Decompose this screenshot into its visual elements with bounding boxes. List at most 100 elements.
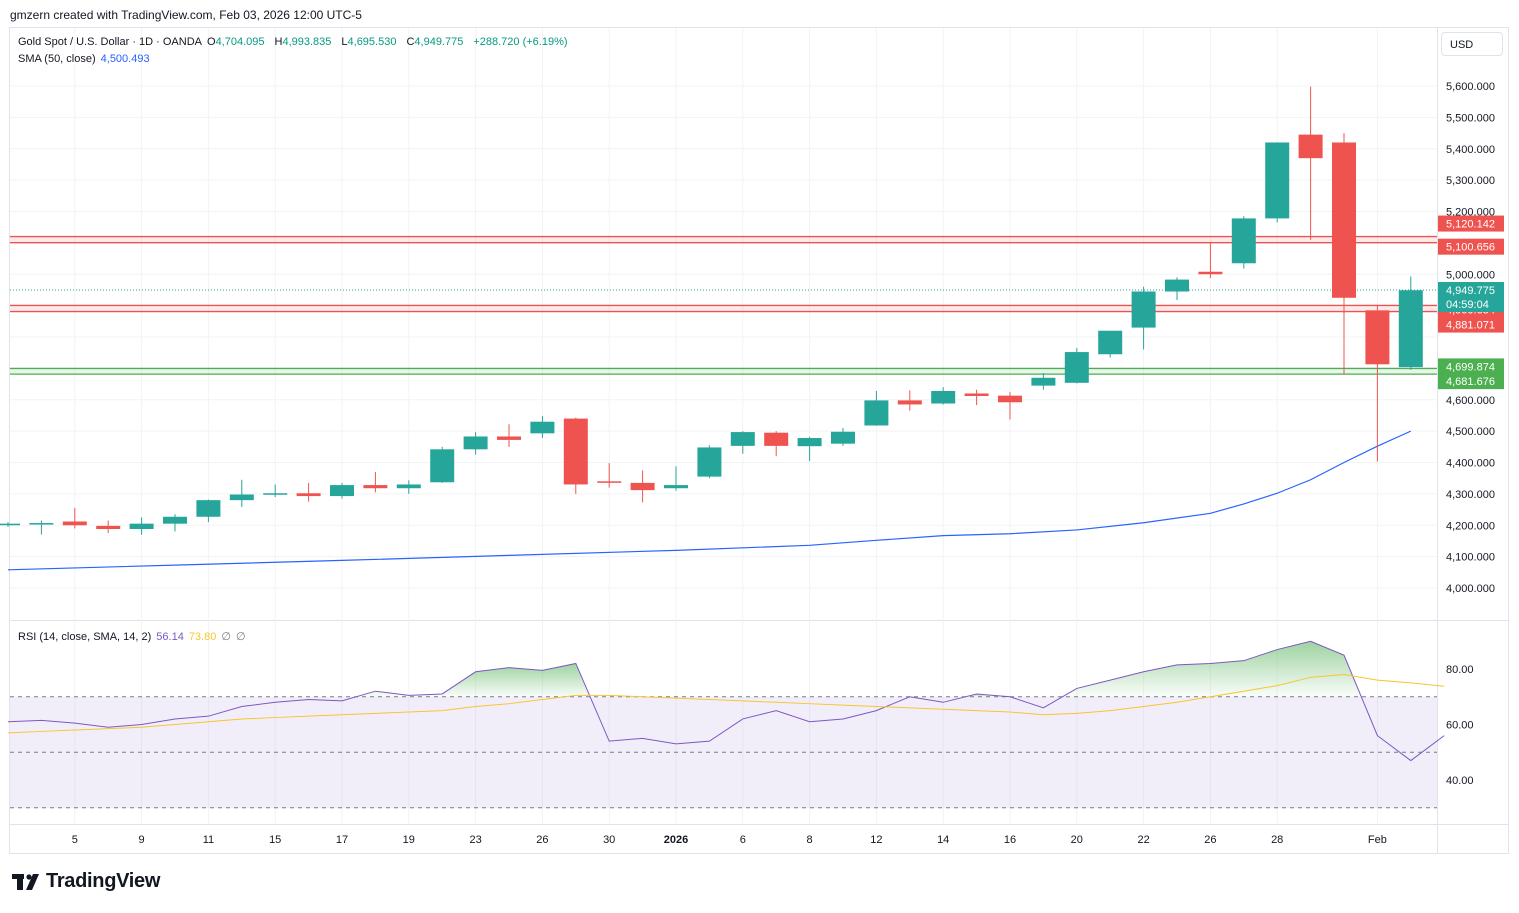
rsi-legend[interactable]: RSI (14, close, SMA, 14, 2) 56.14 73.80 ∅ ∅ [18,630,251,643]
currency-button[interactable]: USD [1441,32,1503,56]
ohlc-high: H4,993.835 [274,36,332,48]
sma-line [7,430,1412,571]
time-tick-label: 26 [1204,834,1216,846]
rsi-ma-value: 73.80 [188,631,217,643]
candle-body [998,395,1022,403]
candle-body [1398,290,1423,368]
candle-body [29,523,54,525]
candle-body [530,421,555,434]
candle-body [96,525,121,530]
level-label-bg [1438,358,1504,375]
time-tick-label: 14 [937,834,949,846]
price-tick-label: 4,100.000 [1446,552,1495,564]
rsi-extra-2: ∅ [235,631,246,643]
candle-body [797,438,822,447]
price-tick-label: 5,200.000 [1446,207,1495,219]
last-price-label-bg [1438,282,1504,313]
sma-value: 4,500.493 [100,53,150,65]
symbol-label[interactable]: Gold Spot / U.S. Dollar · 1D · OANDA [18,36,202,48]
level-label-bg [1438,238,1504,255]
rsi-overbought-fill [356,663,591,697]
candle-body [1131,291,1156,328]
candles [0,86,1423,535]
rsi-line [7,640,1445,762]
candle-body [196,500,221,517]
tradingview-brand[interactable]: TradingView [12,870,160,893]
level-zone [10,236,1437,243]
level-label-bg [1438,215,1504,232]
countdown-label: 04:59:04 [1446,299,1489,311]
candle-body [1265,142,1290,219]
candle-body [697,447,722,477]
time-tick-label: 26 [536,834,548,846]
candle-body [1165,279,1189,292]
ohlc-low: L4,695.530 [341,36,397,48]
price-legend: Gold Spot / U.S. Dollar · 1D · OANDA O4,7… [18,36,573,48]
candle-body [1231,218,1256,264]
time-tick-label: 5 [72,834,78,846]
candle-body [1198,271,1223,275]
candle-body [897,400,922,405]
level-zone [10,368,1437,375]
time-tick-label: 12 [870,834,882,846]
time-tick-label: 22 [1137,834,1149,846]
time-tick-label: 2026 [664,834,688,846]
brand-name: TradingView [46,870,161,892]
candle-body [497,436,521,440]
last-price-label: 4,949.775 [1446,285,1495,297]
candle-body [0,523,20,526]
candle-body [463,436,488,450]
time-tick-label: 19 [403,834,415,846]
candle-body [296,493,321,497]
level-label: 4,699.874 [1446,361,1495,373]
time-tick-label: 11 [203,834,214,846]
candle-body [1365,310,1390,365]
candle-body [1332,142,1356,298]
price-tick-label: 4,600.000 [1446,395,1495,407]
rsi-tick-label: 40.00 [1446,775,1474,787]
candle-body [630,482,655,491]
time-tick-label: 30 [603,834,615,846]
time-tick-label: 9 [139,834,145,846]
rsi-tick-label: 80.00 [1446,664,1474,676]
price-tick-label: 5,400.000 [1446,144,1495,156]
candle-body [330,485,354,497]
candle-body [1298,134,1323,159]
candle-body [1064,352,1089,383]
ohlc-open: O4,704.095 [207,36,265,48]
rsi-extra-1: ∅ [221,631,231,643]
candle-body [730,432,755,446]
sma-legend[interactable]: SMA (50, close) 4,500.493 [18,53,155,65]
level-label: 5,120.142 [1446,219,1495,231]
candle-body [864,400,889,426]
price-tick-label: 5,600.000 [1446,81,1495,93]
candle-body [964,393,989,396]
candle-body [363,485,388,489]
rsi-ma-line [7,674,1445,734]
level-zone [10,305,1437,312]
time-tick-label: 15 [269,834,281,846]
time-tick-label: 23 [469,834,481,846]
time-tick-label: Feb [1368,834,1387,846]
time-tick-label: 20 [1071,834,1083,846]
time-tick-label: 17 [336,834,348,846]
time-tick-label: 8 [807,834,813,846]
level-label-bg [1438,316,1504,333]
price-tick-label: 4,400.000 [1446,458,1495,470]
time-tick-label: 6 [740,834,746,846]
candle-body [229,494,254,501]
level-label: 4,681.676 [1446,376,1495,388]
candle-body [129,523,154,530]
price-tick-label: 4,300.000 [1446,489,1495,501]
rsi-overbought-fill [1062,641,1362,697]
level-label: 4,881.071 [1446,320,1495,332]
rsi-value: 56.14 [156,631,184,643]
rsi-label: RSI (14, close, SMA, 14, 2) [18,631,152,643]
candle-body [764,432,789,446]
candle-body [931,390,956,404]
candle-body [1098,330,1123,355]
candle-body [263,493,288,495]
candle-body [563,418,588,485]
price-change: +288.720 (+6.19%) [473,36,568,48]
